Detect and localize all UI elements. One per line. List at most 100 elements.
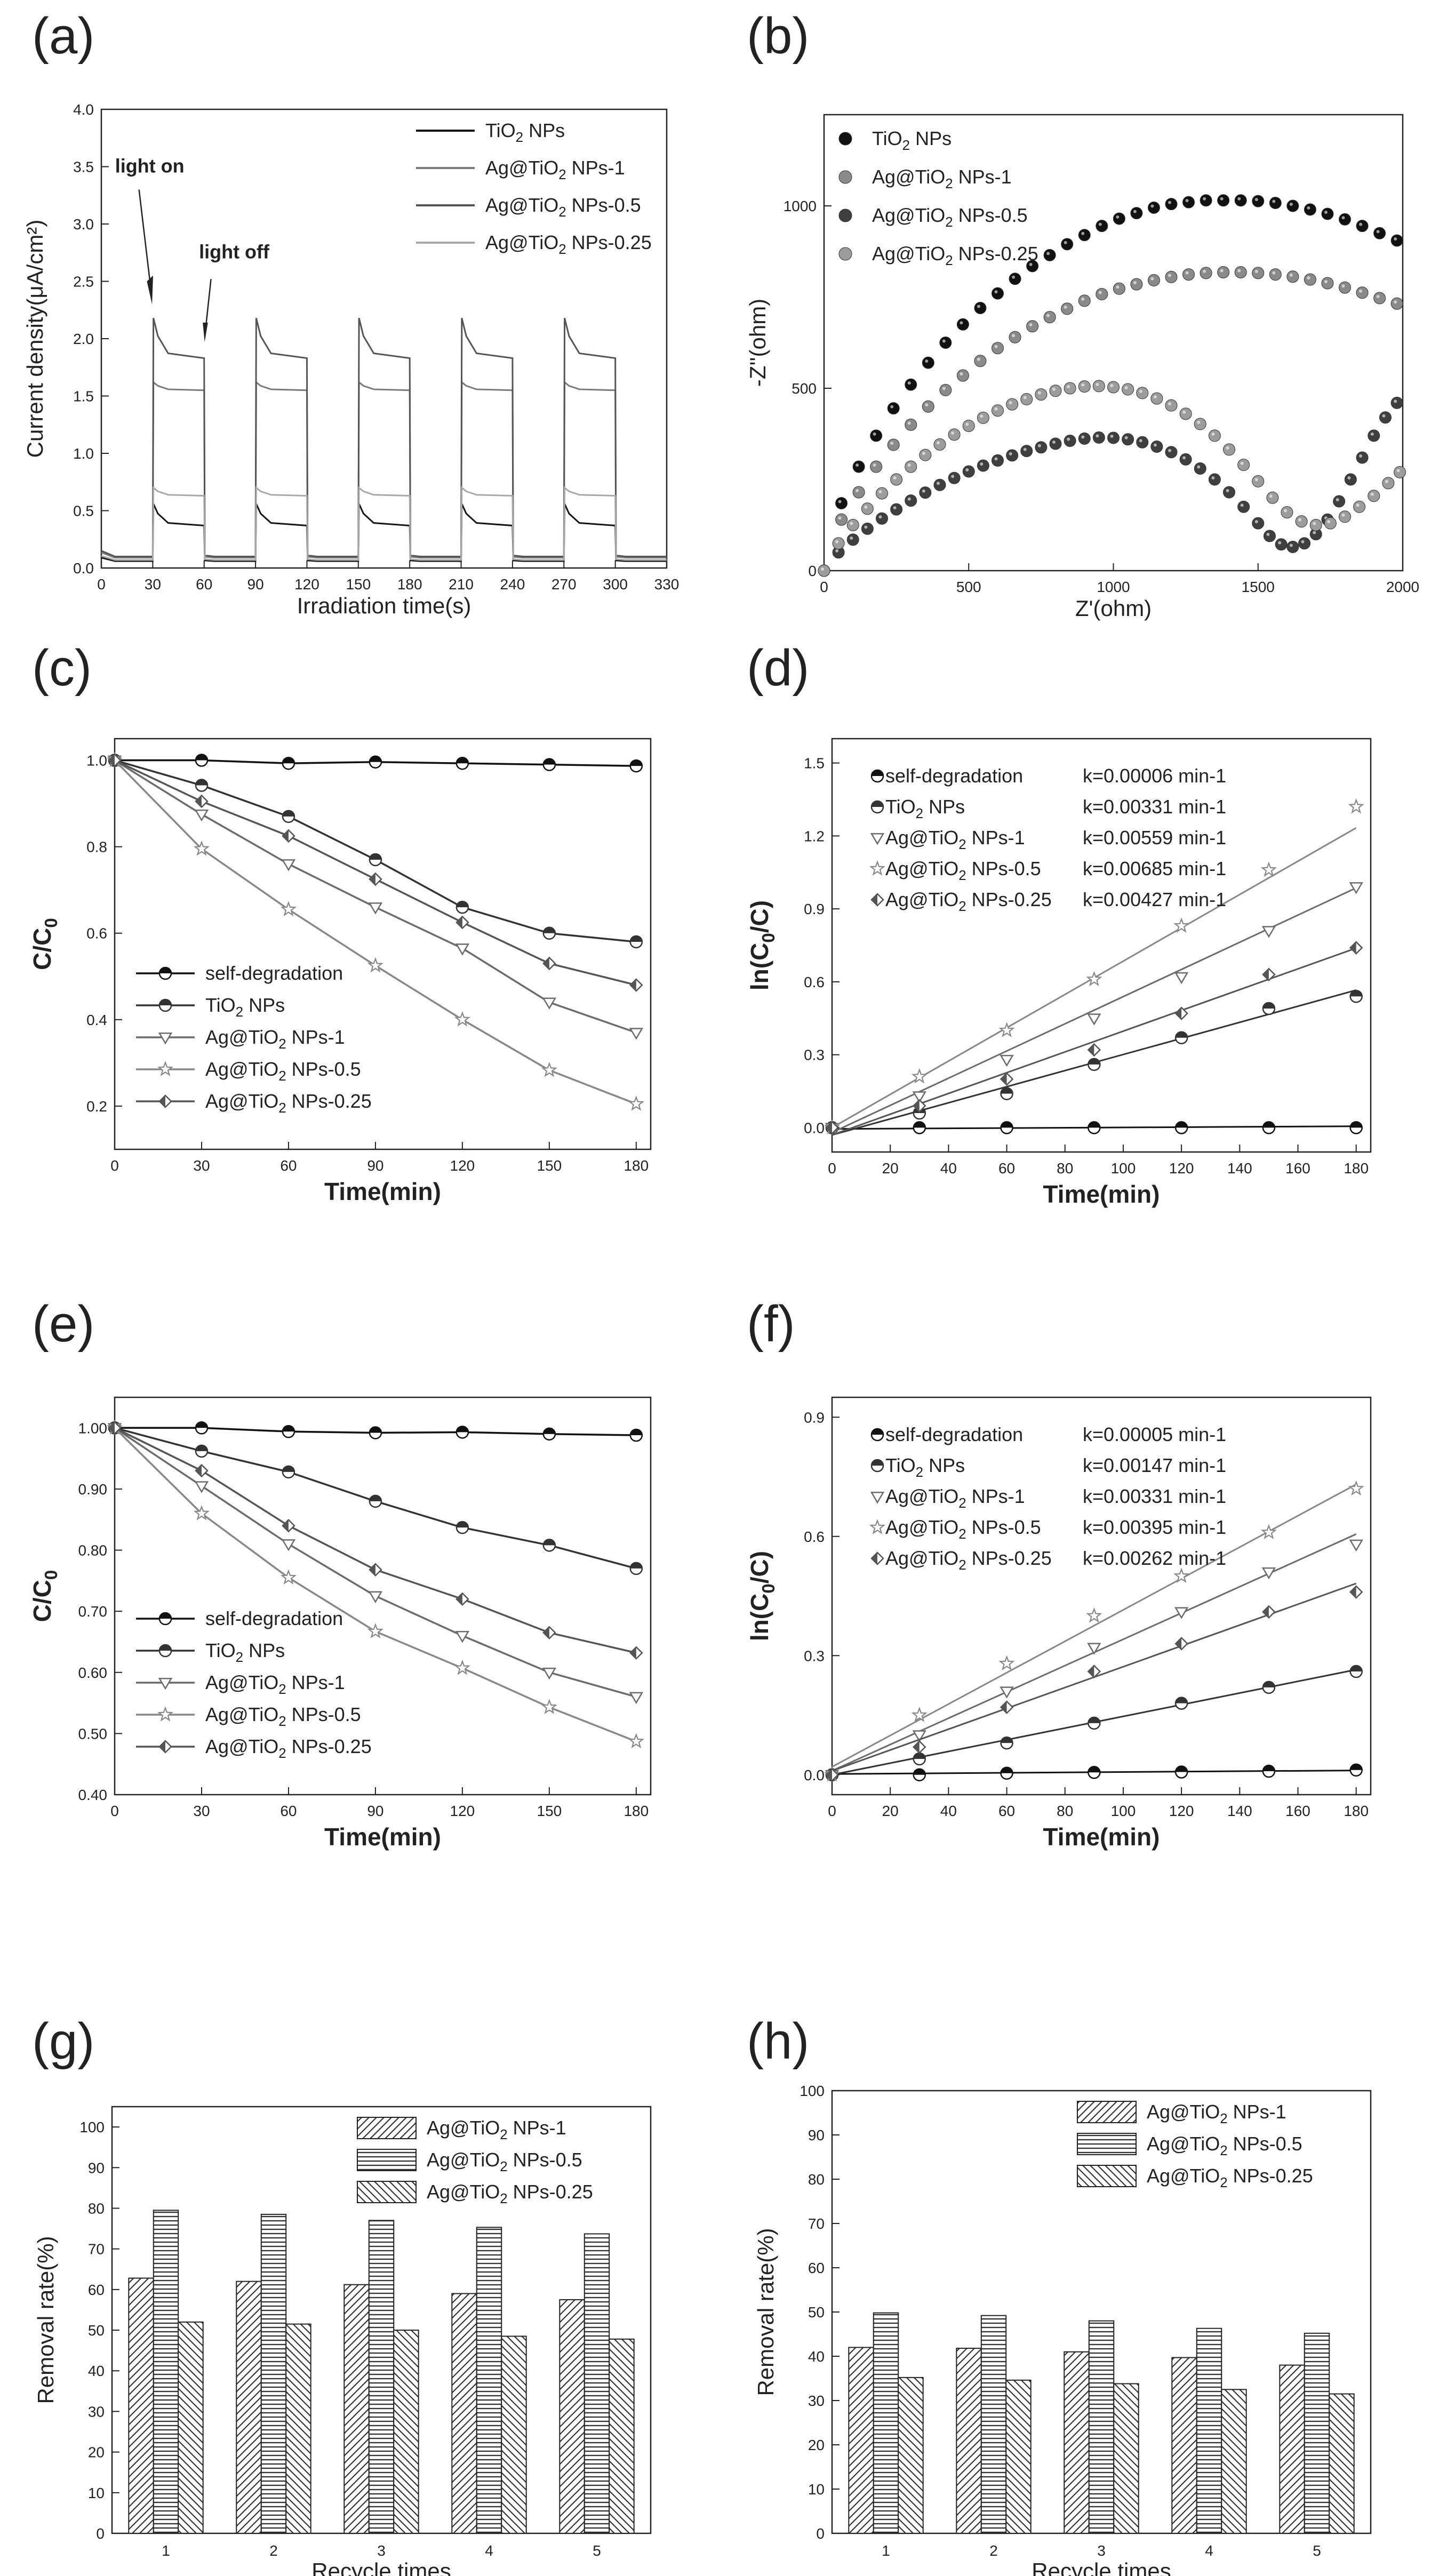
data-point-highlight (1284, 509, 1287, 513)
text-part: Ag@TiO (205, 1703, 278, 1725)
marker-fill (630, 935, 642, 942)
text-part: Ag@TiO (205, 1058, 278, 1080)
legend-label: Ag@TiO2 NPs-1 (427, 2117, 566, 2142)
legend-swatch (158, 1740, 172, 1754)
legend-item-ag-at-tio2-nps-0-5: Ag@TiO2 NPs-0.5 (357, 2149, 582, 2174)
text-part: 2 (278, 1714, 286, 1729)
plot-frame (114, 738, 652, 1150)
data-point (922, 356, 934, 369)
bar-ag-at-tio2-nps-0-5 (153, 2210, 179, 2534)
text-part: TiO (872, 127, 902, 149)
y-axis-label: Removal rate(%) (33, 2236, 58, 2404)
data-point (861, 502, 874, 515)
data-point-highlight (1185, 271, 1189, 275)
rate-constant-label: k=0.00395 min-1 (1083, 1516, 1226, 1538)
marker-fill (369, 853, 381, 860)
data-point (1262, 967, 1276, 981)
data-point (1252, 267, 1265, 279)
marker-fill (282, 1466, 294, 1472)
data-point-highlight (1359, 454, 1363, 458)
data-point-highlight (850, 536, 853, 540)
data-point (1252, 195, 1265, 207)
data-point (1261, 926, 1276, 938)
text-part: NPs-0.25 (508, 2181, 593, 2203)
data-point (455, 900, 469, 914)
data-point (281, 859, 296, 871)
data-point (1088, 1716, 1101, 1730)
marker-fill (1001, 1737, 1013, 1743)
y-tick-label: 0.5 (73, 503, 94, 519)
data-point (1368, 490, 1380, 502)
text-part: Ag@TiO (1147, 2133, 1220, 2155)
text-part: NPs-0.5 (953, 204, 1028, 226)
text-part: 2 (958, 1496, 966, 1511)
legend-item-ag-at-tio2-nps-0-5: Ag@TiO2 NPs-0.5 (136, 1703, 361, 1729)
y-tick-label: 10 (88, 2485, 105, 2501)
y-tick-label: 0.9 (804, 901, 825, 917)
text-part: NPs (923, 1454, 965, 1476)
legend-label: Ag@TiO2 NPs-1 (1147, 2101, 1286, 2126)
text-part: 0 (42, 1570, 61, 1580)
text-part: NPs-1 (966, 1485, 1025, 1507)
legend-label: Ag@TiO2 NPs-0.25 (427, 2181, 593, 2206)
data-point (1234, 266, 1247, 278)
x-tick-label: 20 (882, 1803, 899, 1819)
data-point (998, 1655, 1015, 1670)
text-part: Ag@TiO (485, 231, 558, 253)
y-tick-label: 80 (808, 2171, 825, 2188)
x-tick-label: 0 (110, 1803, 119, 1819)
data-point (1136, 387, 1149, 399)
data-point (455, 1521, 469, 1534)
y-tick-label: 100 (800, 2083, 825, 2099)
x-tick-label: 180 (623, 1157, 649, 1174)
plot-frame (831, 738, 1372, 1153)
data-point (1026, 260, 1039, 273)
data-point-highlight (1182, 410, 1186, 414)
text-part: 2 (516, 130, 523, 145)
data-point-highlight (951, 475, 955, 478)
y-tick-label: 90 (88, 2159, 105, 2176)
series-line (114, 759, 637, 1105)
y-tick-label: 0.0 (804, 1119, 825, 1136)
data-point-highlight (1226, 446, 1229, 450)
y-tick-label: 0.0 (73, 560, 94, 577)
text-part: Ag@TiO (485, 194, 558, 216)
text-part: NPs-0.5 (286, 1703, 361, 1725)
y-tick-label: 1000 (784, 198, 817, 214)
data-point (948, 471, 961, 484)
text-part: NPs-0.25 (286, 1735, 372, 1757)
data-point (1049, 385, 1062, 397)
data-point (1379, 411, 1392, 424)
data-point-highlight (1029, 262, 1033, 266)
marker-fill (282, 1426, 294, 1432)
data-point (977, 411, 989, 424)
text-part: Ag@TiO (427, 2149, 500, 2171)
data-point (1086, 971, 1102, 987)
data-point (1096, 288, 1108, 301)
x-tick-label: 40 (940, 1160, 957, 1177)
x-tick-label: 150 (537, 1803, 562, 1819)
bar-ag-at-tio2-nps-0-25 (1329, 2393, 1355, 2534)
data-point (1262, 1681, 1276, 1694)
series-line-ag-at-tio2-nps-1 (101, 380, 667, 559)
bar-ag-at-tio2-nps-1 (236, 2281, 262, 2534)
legend-label: self-degradation (205, 962, 343, 984)
data-point (870, 460, 883, 473)
x-axis-label: Time(min) (1043, 1823, 1160, 1851)
text-part: 2 (958, 868, 966, 883)
legend-label: Ag@TiO2 NPs-0.25 (885, 889, 1052, 914)
data-point (194, 1481, 209, 1493)
marker-fill (1001, 1701, 1007, 1714)
text-part: Ag@TiO (205, 1090, 278, 1112)
text-part: NPs (523, 119, 565, 141)
y-tick-label: 80 (88, 2200, 105, 2217)
legend-item-ag-at-tio2-nps-0-5: Ag@TiO2 NPs-0.5 (416, 194, 641, 220)
legend-label: Ag@TiO2 NPs-0.25 (872, 243, 1038, 268)
bar-ag-at-tio2-nps-0-25 (609, 2338, 635, 2534)
data-point-highlight (1370, 492, 1374, 496)
annotation-light-on: light on (115, 155, 185, 177)
data-point (369, 853, 382, 867)
data-point-highlight (1067, 437, 1070, 441)
legend-label: TiO2 NPs (485, 119, 565, 145)
data-point-highlight (1220, 197, 1224, 201)
